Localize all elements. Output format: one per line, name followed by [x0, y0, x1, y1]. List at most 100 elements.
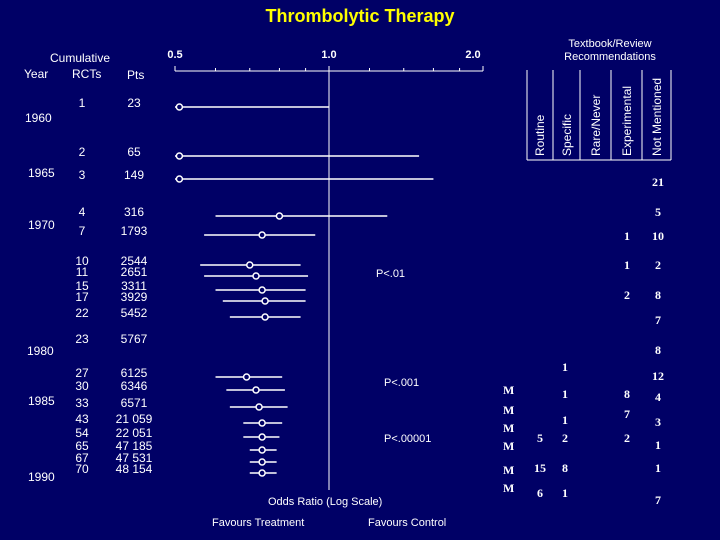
odds-ratio-point [258, 446, 266, 454]
rcts-value: 4 [78, 205, 86, 219]
recommendation-m-label: M [503, 439, 515, 453]
x-tick-label: 2.0 [465, 49, 480, 61]
pts-value: 21 059 [115, 412, 153, 426]
odds-ratio-point [258, 286, 266, 294]
rcts-value: 30 [75, 379, 89, 393]
odds-ratio-point [258, 458, 266, 466]
pts-value: 6571 [120, 396, 148, 410]
pts-value: 149 [123, 168, 145, 182]
p-value-label: P<.01 [376, 268, 405, 280]
pts-value: 5767 [120, 332, 148, 346]
recommendation-m-label: M [503, 421, 515, 435]
recommendation-count: 2 [624, 288, 630, 302]
recommendation-count: 15 [534, 461, 546, 475]
pts-value: 6125 [120, 366, 148, 380]
odds-ratio-point [175, 175, 184, 183]
x-tick-label: 1.0 [321, 49, 336, 61]
recommendation-count: 1 [562, 413, 568, 427]
odds-ratio-point [258, 469, 266, 477]
odds-ratio-point [275, 212, 284, 220]
odds-ratio-point [258, 231, 266, 239]
rcts-value: 43 [75, 412, 89, 426]
pts-value: 316 [123, 205, 145, 219]
recommendation-m-label: M [503, 481, 515, 495]
pts-value: 3929 [120, 290, 148, 304]
odds-ratio-point [252, 386, 260, 394]
recommendation-count: 7 [624, 407, 630, 421]
recommendation-count: 1 [655, 461, 661, 475]
rcts-value: 23 [75, 332, 89, 346]
x-axis-label: Odds Ratio (Log Scale) [268, 496, 383, 508]
recommendation-count: 8 [562, 461, 568, 475]
recommendation-count: 2 [624, 431, 630, 445]
p-value-label: P<.001 [384, 377, 419, 389]
year-label: 1990 [28, 470, 55, 484]
rcts-value: 2 [78, 145, 86, 159]
pts-value: 22 051 [115, 426, 153, 440]
pts-value: 48 154 [115, 462, 153, 476]
recommendation-count: 12 [652, 369, 664, 383]
odds-ratio-point [242, 373, 251, 381]
rcts-value: 1 [78, 96, 86, 110]
header-year: Year [24, 67, 49, 81]
recommendation-count: 1 [562, 387, 568, 401]
header-rcts: RCTs [72, 67, 102, 81]
odds-ratio-point [258, 419, 266, 427]
rcts-value: 7 [78, 224, 86, 238]
recommendation-count: 5 [655, 205, 661, 219]
recommendation-count: 2 [562, 431, 568, 445]
rcts-value: 15 [75, 279, 89, 293]
recommendation-count: 8 [655, 288, 661, 302]
pts-value: 1793 [120, 224, 148, 238]
recommendation-count: 6 [537, 486, 543, 500]
rcts-value: 3 [78, 168, 86, 182]
recommendation-count: 1 [655, 438, 661, 452]
odds-ratio-point [246, 261, 254, 269]
recommendation-count: 1 [624, 229, 630, 243]
odds-ratio-point [261, 297, 269, 305]
recommendation-m-label: M [503, 463, 515, 477]
rcts-value: 10 [75, 254, 89, 268]
recommendations-header: Textbook/Review Recommendations [564, 38, 656, 63]
pts-value: 6346 [120, 379, 148, 393]
odds-ratio-point [258, 433, 266, 441]
odds-ratio-point [252, 272, 260, 280]
year-label: 1960 [25, 111, 52, 125]
pts-value: 5452 [120, 306, 148, 320]
year-label: 1985 [28, 394, 55, 408]
recommendation-count: 1 [562, 360, 568, 374]
recommendation-count: 7 [655, 313, 661, 327]
header-pts: Pts [127, 68, 145, 82]
pts-value: 2651 [120, 265, 148, 279]
favours-treatment-label: Favours Treatment [212, 517, 305, 529]
odds-ratio-point [261, 313, 269, 321]
recommendation-count: 7 [655, 493, 661, 507]
pts-value: 2544 [120, 254, 148, 268]
recommendation-count: 4 [655, 390, 661, 404]
rcts-value: 65 [75, 439, 89, 453]
pts-value: 65 [127, 145, 141, 159]
recommendation-m-label: M [503, 403, 515, 417]
recommendation-count: 10 [652, 229, 664, 243]
pts-value: 23 [127, 96, 141, 110]
rcts-value: 22 [75, 306, 89, 320]
odds-ratio-point [175, 152, 184, 160]
pts-value: 47 531 [115, 451, 153, 465]
odds-ratio-point [255, 403, 263, 411]
p-value-label: P<.00001 [384, 433, 431, 445]
recommendation-count: 8 [624, 387, 630, 401]
rcts-value: 33 [75, 396, 89, 410]
chart-title: Thrombolytic Therapy [265, 6, 455, 26]
recommendation-count: 1 [562, 486, 568, 500]
recommendation-count: 1 [624, 258, 630, 272]
rcts-value: 27 [75, 366, 89, 380]
favours-control-label: Favours Control [368, 517, 447, 529]
recommendation-m-label: M [503, 383, 515, 397]
year-label: 1980 [27, 344, 54, 358]
recommendation-count: 5 [537, 431, 543, 445]
rcts-value: 70 [75, 462, 89, 476]
x-tick-label: 0.5 [167, 49, 182, 61]
rcts-value: 11 [75, 265, 89, 279]
header-cumulative: Cumulative [50, 51, 111, 65]
